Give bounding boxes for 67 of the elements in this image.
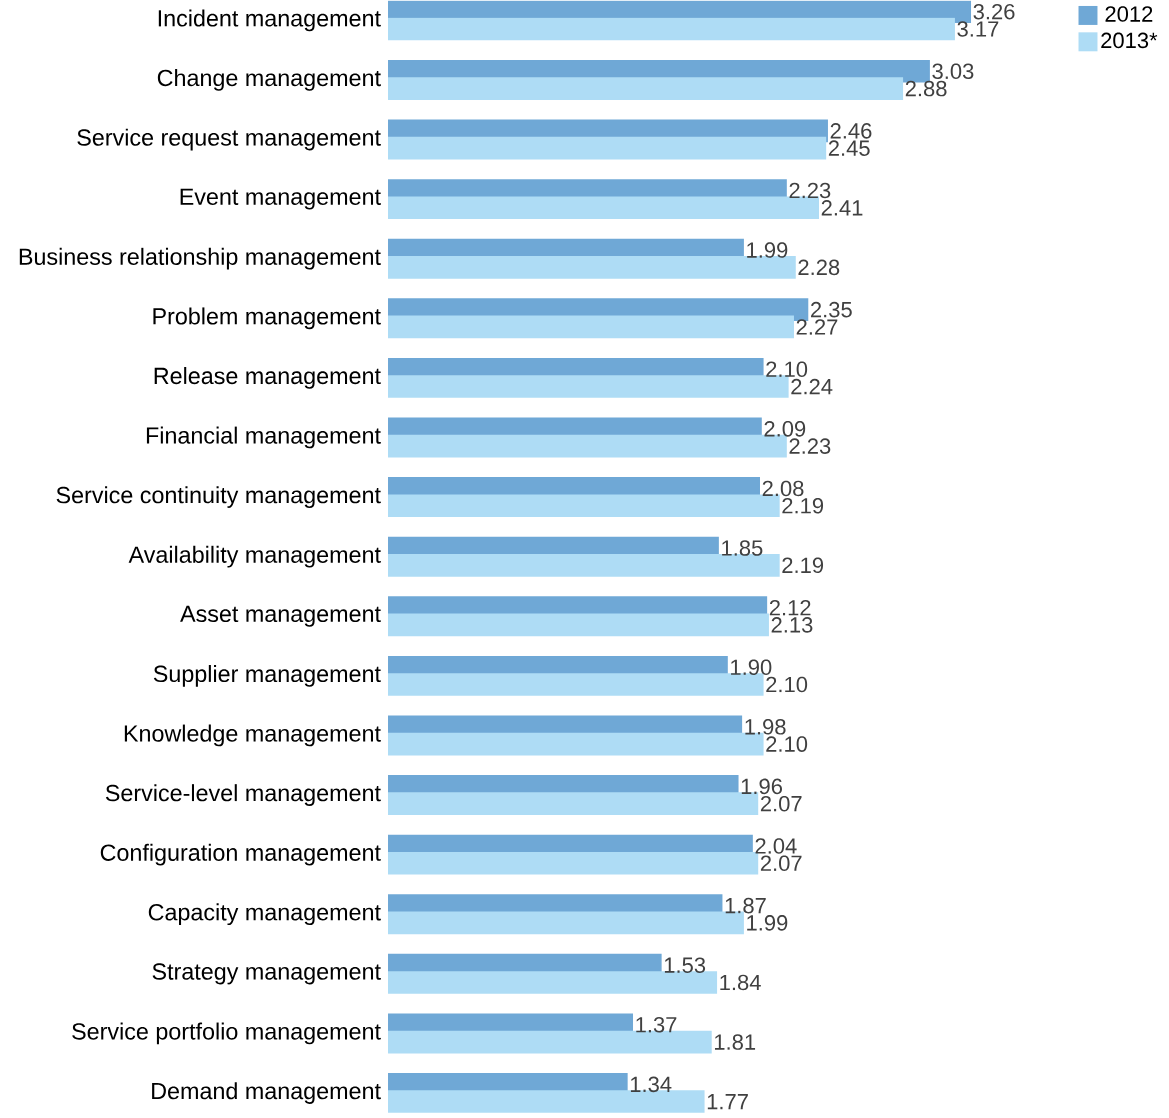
y-tick-label: Financial management — [146, 426, 381, 449]
data-label: 2.23 — [789, 182, 831, 199]
y-tick-label: Strategy management — [152, 963, 381, 985]
data-label: 1.90 — [731, 659, 772, 675]
y-tick-label: Change management — [157, 69, 381, 91]
y-tick-label: Demand management — [152, 1082, 381, 1104]
legend-label: 2012 — [1105, 6, 1153, 22]
y-tick-label: Problem management — [153, 307, 381, 330]
data-label: 1.84 — [720, 974, 761, 991]
y-tick-label: Business relationship management — [19, 247, 381, 270]
data-label: 1.77 — [707, 1094, 748, 1110]
bar — [388, 77, 904, 100]
data-label: 2.10 — [766, 361, 808, 378]
y-tick-label: Knowledge management — [124, 724, 381, 747]
data-label: 1.37 — [636, 1016, 677, 1033]
y-tick-label: Capacity management — [148, 903, 381, 926]
bar — [388, 971, 718, 994]
data-label: 3.17 — [957, 21, 999, 37]
data-label: 2.46 — [830, 123, 872, 139]
legend-label: 2013* — [1101, 32, 1158, 49]
data-label: 1.34 — [630, 1076, 672, 1093]
data-label: 2.24 — [791, 378, 833, 395]
bar — [388, 136, 827, 160]
data-label: 2.41 — [821, 200, 863, 216]
bar — [388, 315, 794, 339]
data-label: 2.35 — [811, 301, 852, 318]
y-tick-label: Service request management — [77, 128, 381, 151]
data-label: 1.53 — [664, 957, 706, 973]
data-label: 2.27 — [796, 319, 838, 335]
data-label: 2.28 — [798, 259, 840, 276]
y-tick-label: Service portfolio management — [72, 1022, 381, 1045]
data-label: 2.19 — [782, 497, 824, 514]
data-label: 2.08 — [762, 480, 804, 497]
bar — [388, 613, 769, 637]
y-tick-label: Availability management — [128, 545, 381, 568]
y-tick-label: Configuration management — [100, 843, 381, 866]
data-label: 2.23 — [789, 438, 831, 454]
data-label: 2.09 — [764, 421, 806, 437]
data-label: 1.99 — [747, 915, 788, 931]
bar — [388, 256, 796, 279]
y-tick-label: Event management — [180, 188, 381, 210]
data-label: 1.99 — [747, 242, 788, 258]
data-label: 2.04 — [755, 838, 797, 854]
data-label: 2.07 — [760, 795, 802, 812]
data-label: 2.13 — [771, 617, 813, 633]
bar — [388, 673, 764, 696]
data-label: 1.87 — [725, 897, 766, 914]
bar — [388, 17, 955, 41]
data-label: 2.88 — [905, 80, 947, 97]
y-tick-label: Service-level management — [105, 784, 381, 806]
data-label: 1.96 — [741, 778, 782, 795]
data-label: 1.81 — [714, 1034, 756, 1050]
data-label: 1.85 — [722, 540, 763, 556]
y-tick-label: Asset management — [180, 605, 381, 627]
data-label: 2.19 — [782, 557, 824, 574]
y-tick-label: Release management — [154, 367, 381, 389]
y-tick-label: Service continuity management — [56, 486, 381, 508]
data-label: 2.10 — [766, 676, 808, 693]
data-label: 2.45 — [828, 140, 870, 156]
data-label: 1.98 — [745, 719, 786, 735]
y-tick-label: Incident management — [158, 9, 381, 32]
data-label: 2.12 — [769, 599, 811, 616]
data-label: 2.07 — [760, 855, 802, 872]
data-label: 3.03 — [932, 63, 974, 80]
data-label: 2.10 — [766, 736, 808, 752]
data-label: 3.26 — [973, 3, 1015, 20]
y-tick-label: Supplier management — [153, 664, 381, 687]
